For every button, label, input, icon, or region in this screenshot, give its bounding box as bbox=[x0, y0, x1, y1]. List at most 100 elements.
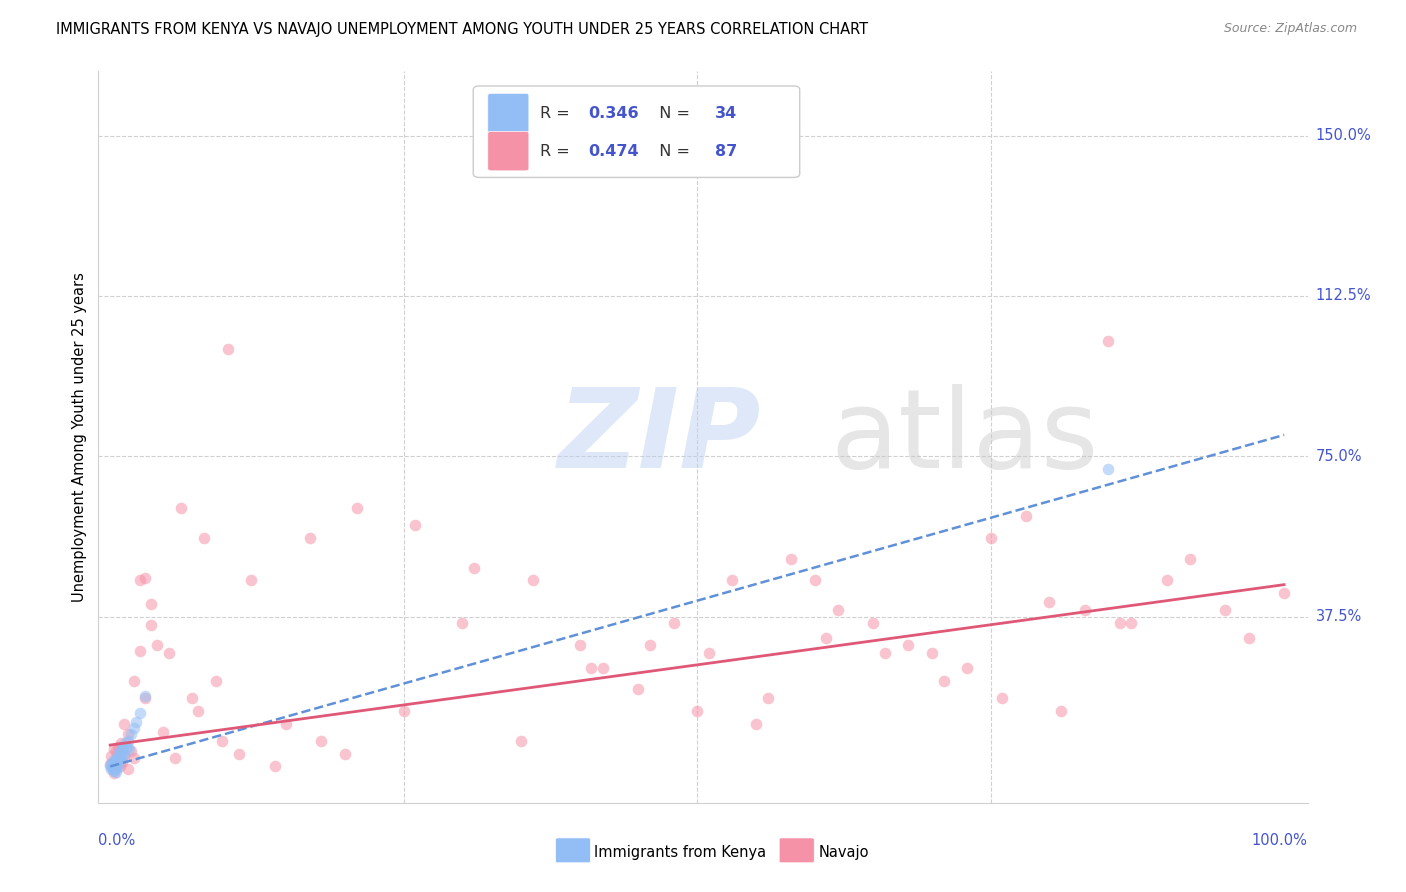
Point bbox=[108, 744, 131, 758]
Point bbox=[1097, 334, 1119, 348]
Point bbox=[134, 691, 156, 706]
Point bbox=[98, 759, 121, 773]
Point bbox=[1215, 603, 1237, 617]
Point bbox=[862, 616, 884, 631]
Point bbox=[187, 704, 209, 718]
Point bbox=[510, 733, 533, 747]
Point bbox=[134, 689, 156, 703]
Point bbox=[112, 747, 135, 761]
Point bbox=[141, 618, 163, 632]
Text: R =: R = bbox=[540, 105, 575, 120]
Text: N =: N = bbox=[648, 105, 695, 120]
Point bbox=[745, 716, 768, 731]
Point bbox=[110, 748, 132, 763]
Point bbox=[101, 761, 124, 775]
Point bbox=[263, 759, 285, 773]
Point bbox=[134, 571, 156, 585]
Point bbox=[112, 716, 135, 731]
Point bbox=[404, 517, 426, 532]
Point bbox=[105, 754, 128, 768]
Point bbox=[122, 721, 145, 735]
Point bbox=[780, 552, 803, 566]
Text: 112.5%: 112.5% bbox=[1316, 288, 1371, 303]
Text: 0.0%: 0.0% bbox=[98, 833, 135, 848]
Point bbox=[103, 764, 125, 778]
Point bbox=[697, 646, 720, 660]
Point bbox=[103, 753, 125, 767]
Point bbox=[1180, 552, 1202, 566]
Point bbox=[118, 742, 141, 756]
FancyBboxPatch shape bbox=[474, 86, 800, 178]
Point bbox=[803, 574, 825, 588]
Point bbox=[157, 646, 180, 660]
Text: IMMIGRANTS FROM KENYA VS NAVAJO UNEMPLOYMENT AMONG YOUTH UNDER 25 YEARS CORRELAT: IMMIGRANTS FROM KENYA VS NAVAJO UNEMPLOY… bbox=[56, 22, 869, 37]
Point bbox=[1108, 616, 1130, 631]
Point bbox=[169, 500, 191, 515]
Point bbox=[110, 736, 132, 750]
Point bbox=[107, 747, 129, 761]
Point bbox=[1121, 616, 1143, 631]
Point bbox=[105, 744, 128, 758]
Point bbox=[921, 646, 943, 660]
Point bbox=[1015, 509, 1038, 524]
Point bbox=[228, 747, 250, 761]
Point bbox=[980, 531, 1002, 545]
Text: 100.0%: 100.0% bbox=[1251, 833, 1308, 848]
Text: Source: ZipAtlas.com: Source: ZipAtlas.com bbox=[1223, 22, 1357, 36]
Point bbox=[105, 753, 128, 767]
Point bbox=[592, 661, 614, 675]
Point bbox=[897, 638, 920, 652]
Point bbox=[146, 638, 169, 652]
Point bbox=[101, 755, 124, 769]
Point bbox=[211, 733, 233, 747]
Point bbox=[873, 646, 896, 660]
Point bbox=[100, 762, 122, 776]
Text: 0.346: 0.346 bbox=[588, 105, 638, 120]
Point bbox=[1156, 574, 1178, 588]
Point bbox=[204, 673, 226, 688]
Point bbox=[98, 757, 121, 772]
Point bbox=[181, 691, 204, 706]
FancyBboxPatch shape bbox=[555, 838, 591, 863]
Text: Immigrants from Kenya: Immigrants from Kenya bbox=[595, 845, 766, 860]
Point bbox=[105, 759, 128, 773]
Text: N =: N = bbox=[648, 144, 695, 159]
Point bbox=[141, 597, 163, 611]
Point bbox=[100, 757, 122, 772]
Point bbox=[1272, 586, 1295, 600]
Point bbox=[686, 704, 709, 718]
Point bbox=[451, 616, 474, 631]
Y-axis label: Unemployment Among Youth under 25 years: Unemployment Among Youth under 25 years bbox=[72, 272, 87, 602]
Point bbox=[117, 762, 139, 776]
Text: 150.0%: 150.0% bbox=[1316, 128, 1372, 143]
Point bbox=[111, 751, 134, 765]
Point bbox=[107, 757, 129, 772]
Point bbox=[101, 762, 124, 776]
Point bbox=[932, 673, 955, 688]
Text: ZIP: ZIP bbox=[558, 384, 762, 491]
Point bbox=[568, 638, 591, 652]
Point bbox=[756, 691, 779, 706]
Point bbox=[117, 733, 139, 747]
FancyBboxPatch shape bbox=[488, 94, 529, 133]
Point bbox=[105, 751, 128, 765]
Text: 87: 87 bbox=[716, 144, 737, 159]
Point bbox=[991, 691, 1014, 706]
FancyBboxPatch shape bbox=[779, 838, 814, 863]
Text: R =: R = bbox=[540, 144, 575, 159]
Point bbox=[111, 755, 134, 769]
Point bbox=[103, 765, 125, 780]
Point bbox=[128, 706, 150, 720]
Point bbox=[956, 661, 979, 675]
Point bbox=[298, 531, 321, 545]
Point bbox=[122, 751, 145, 765]
Point bbox=[346, 500, 368, 515]
Point bbox=[1050, 704, 1073, 718]
Point bbox=[815, 631, 838, 645]
Point bbox=[117, 727, 139, 741]
Text: 34: 34 bbox=[716, 105, 737, 120]
Point bbox=[311, 733, 333, 747]
Text: 37.5%: 37.5% bbox=[1316, 609, 1362, 624]
Point bbox=[112, 748, 135, 763]
Point bbox=[112, 740, 135, 755]
